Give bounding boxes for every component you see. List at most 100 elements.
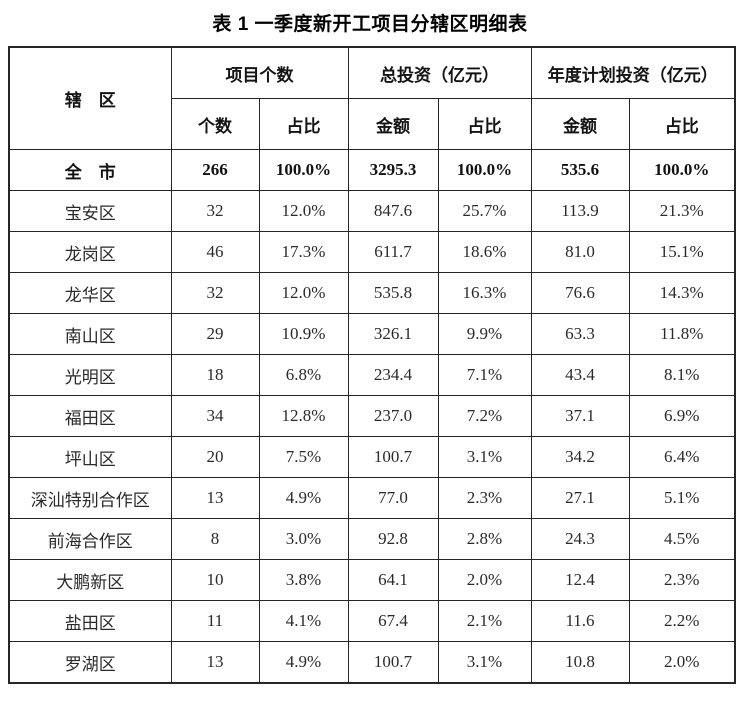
header-row-groups: 辖 区 项目个数 总投资（亿元） 年度计划投资（亿元） [8,46,736,150]
value-cell: 6.4% [628,436,736,478]
table-row: 坪山区 20 7.5% 100.7 3.1% 34.2 6.4% [8,436,736,478]
table-row: 前海合作区 8 3.0% 92.8 2.8% 24.3 4.5% [8,518,736,560]
value-cell: 237.0 [347,395,439,437]
subheader-plan-share: 占比 [628,98,736,150]
value-cell: 12.0% [258,190,349,232]
value-cell: 34 [170,395,260,437]
value-cell: 113.9 [530,190,630,232]
value-cell: 18 [170,354,260,396]
table-row: 宝安区 32 12.0% 847.6 25.7% 113.9 21.3% [8,190,736,232]
subheader-count-share: 占比 [258,98,349,150]
table-body: 全 市 266 100.0% 3295.3 100.0% 535.6 100.0% 宝安区 32… [8,149,736,684]
value-cell: 3295.3 [347,149,439,191]
district-cell: 龙华区 [8,272,172,314]
value-cell: 234.4 [347,354,439,396]
value-cell: 20 [170,436,260,478]
value-cell: 2.3% [437,477,532,519]
district-cell: 南山区 [8,313,172,355]
value-cell: 67.4 [347,600,439,642]
district-cell: 深汕特别合作区 [8,477,172,519]
value-cell: 535.6 [530,149,630,191]
value-cell: 326.1 [347,313,439,355]
value-cell: 7.1% [437,354,532,396]
value-cell: 29 [170,313,260,355]
header-district: 辖 区 [8,46,172,150]
district-detail-table: 辖 区 项目个数 总投资（亿元） 年度计划投资（亿元） 个数 占比 金额 占比 … [8,46,736,684]
table-row: 全 市 266 100.0% 3295.3 100.0% 535.6 100.0% [8,149,736,191]
value-cell: 6.8% [258,354,349,396]
table-row: 盐田区 11 4.1% 67.4 2.1% 11.6 2.2% [8,600,736,642]
value-cell: 100.7 [347,436,439,478]
value-cell: 100.0% [437,149,532,191]
value-cell: 12.8% [258,395,349,437]
value-cell: 27.1 [530,477,630,519]
value-cell: 2.1% [437,600,532,642]
value-cell: 24.3 [530,518,630,560]
header-total-investment-group: 总投资（亿元） [347,46,532,99]
subheader-count: 个数 [170,98,260,150]
district-cell: 坪山区 [8,436,172,478]
value-cell: 43.4 [530,354,630,396]
value-cell: 7.2% [437,395,532,437]
value-cell: 3.0% [258,518,349,560]
value-cell: 4.1% [258,600,349,642]
value-cell: 611.7 [347,231,439,273]
table-title: 表 1 一季度新开工项目分辖区明细表 [212,14,528,35]
value-cell: 100.7 [347,641,439,684]
value-cell: 11.6 [530,600,630,642]
value-cell: 2.2% [628,600,736,642]
table-header: 辖 区 项目个数 总投资（亿元） 年度计划投资（亿元） 个数 占比 金额 占比 … [8,46,736,150]
value-cell: 92.8 [347,518,439,560]
subheader-total-amount: 金额 [347,98,439,150]
value-cell: 100.0% [258,149,349,191]
value-cell: 46 [170,231,260,273]
value-cell: 2.0% [437,559,532,601]
table-row: 深汕特别合作区 13 4.9% 77.0 2.3% 27.1 5.1% [8,477,736,519]
value-cell: 15.1% [628,231,736,273]
district-cell: 光明区 [8,354,172,396]
value-cell: 32 [170,190,260,232]
value-cell: 12.0% [258,272,349,314]
table-row: 龙华区 32 12.0% 535.8 16.3% 76.6 14.3% [8,272,736,314]
header-annual-plan-investment-group: 年度计划投资（亿元） [530,46,736,99]
table-row: 大鹏新区 10 3.8% 64.1 2.0% 12.4 2.3% [8,559,736,601]
value-cell: 7.5% [258,436,349,478]
district-cell: 前海合作区 [8,518,172,560]
value-cell: 847.6 [347,190,439,232]
value-cell: 81.0 [530,231,630,273]
value-cell: 100.0% [628,149,736,191]
value-cell: 16.3% [437,272,532,314]
value-cell: 13 [170,477,260,519]
value-cell: 12.4 [530,559,630,601]
value-cell: 535.8 [347,272,439,314]
value-cell: 266 [170,149,260,191]
value-cell: 17.3% [258,231,349,273]
value-cell: 2.3% [628,559,736,601]
value-cell: 11 [170,600,260,642]
value-cell: 64.1 [347,559,439,601]
value-cell: 11.8% [628,313,736,355]
header-row-subs: 个数 占比 金额 占比 金额 占比 [9,98,736,150]
value-cell: 6.9% [628,395,736,437]
value-cell: 76.6 [530,272,630,314]
value-cell: 4.9% [258,477,349,519]
value-cell: 77.0 [347,477,439,519]
district-cell: 龙岗区 [8,231,172,273]
value-cell: 8 [170,518,260,560]
table-row: 福田区 34 12.8% 237.0 7.2% 37.1 6.9% [8,395,736,437]
district-cell: 盐田区 [8,600,172,642]
value-cell: 3.8% [258,559,349,601]
value-cell: 13 [170,641,260,684]
table-row: 南山区 29 10.9% 326.1 9.9% 63.3 11.8% [8,313,736,355]
value-cell: 10 [170,559,260,601]
value-cell: 10.9% [258,313,349,355]
district-cell: 大鹏新区 [8,559,172,601]
district-cell: 罗湖区 [8,641,172,684]
value-cell: 3.1% [437,641,532,684]
header-project-count-group: 项目个数 [170,46,349,99]
value-cell: 14.3% [628,272,736,314]
value-cell: 8.1% [628,354,736,396]
district-cell: 全 市 [8,149,172,191]
value-cell: 32 [170,272,260,314]
value-cell: 10.8 [530,641,630,684]
